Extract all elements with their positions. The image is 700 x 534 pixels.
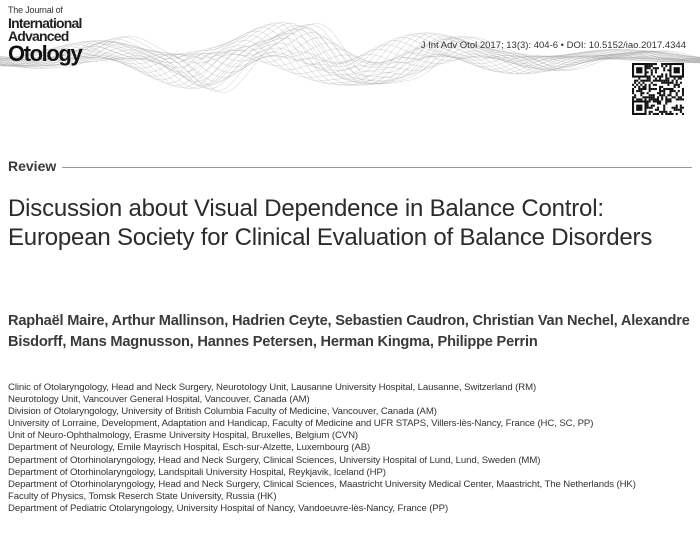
journal-name-otology: Otology <box>8 41 83 66</box>
affiliation-item: Unit of Neuro-Ophthalmology, Erasme Univ… <box>8 430 359 442</box>
qr-code-icon <box>632 63 684 115</box>
affiliation-item: Department of Otorhinolaryngology, Lands… <box>8 466 386 478</box>
article-title: Discussion about Visual Dependence in Ba… <box>8 195 653 251</box>
citation-line: J Int Adv Otol 2017; 13(3): 404-6 • DOI:… <box>420 40 686 51</box>
affiliation-item: Faculty of Physics, Tomsk Reserch State … <box>8 490 277 502</box>
journal-logo: The Journal of International Advanced Ot… <box>8 6 88 65</box>
affiliation-item: Department of Otorhinolaryngology, Head … <box>8 454 541 466</box>
journal-name-international: International <box>8 15 82 31</box>
affiliation-item: Department of Otorhinolaryngology, Head … <box>8 478 636 490</box>
section-divider <box>62 167 692 168</box>
affiliation-item: Neurotology Unit, Vancouver General Hosp… <box>8 394 310 406</box>
sound-wave-graphic <box>0 22 700 93</box>
affiliation-item: Department of Pediatric Otolaryngology, … <box>8 502 449 514</box>
journal-header: The Journal of International Advanced Ot… <box>0 0 700 140</box>
affiliation-item: Division of Otolaryngology, University o… <box>8 406 437 418</box>
author-list: Raphaël Maire, Arthur Mallinson, Hadrien… <box>8 313 690 350</box>
journal-name-advanced: Advanced <box>8 28 69 44</box>
affiliation-item: Department of Neurology, Emile Mayrisch … <box>8 442 371 454</box>
affiliation-list: Clinic of Otolaryngology, Head and Neck … <box>8 382 698 515</box>
journal-name-small: The Journal of <box>8 5 63 15</box>
affiliation-item: Clinic of Otolaryngology, Head and Neck … <box>8 382 537 393</box>
article-type-label: Review <box>8 158 57 174</box>
affiliation-item: University of Lorraine, Development, Ada… <box>8 418 594 430</box>
